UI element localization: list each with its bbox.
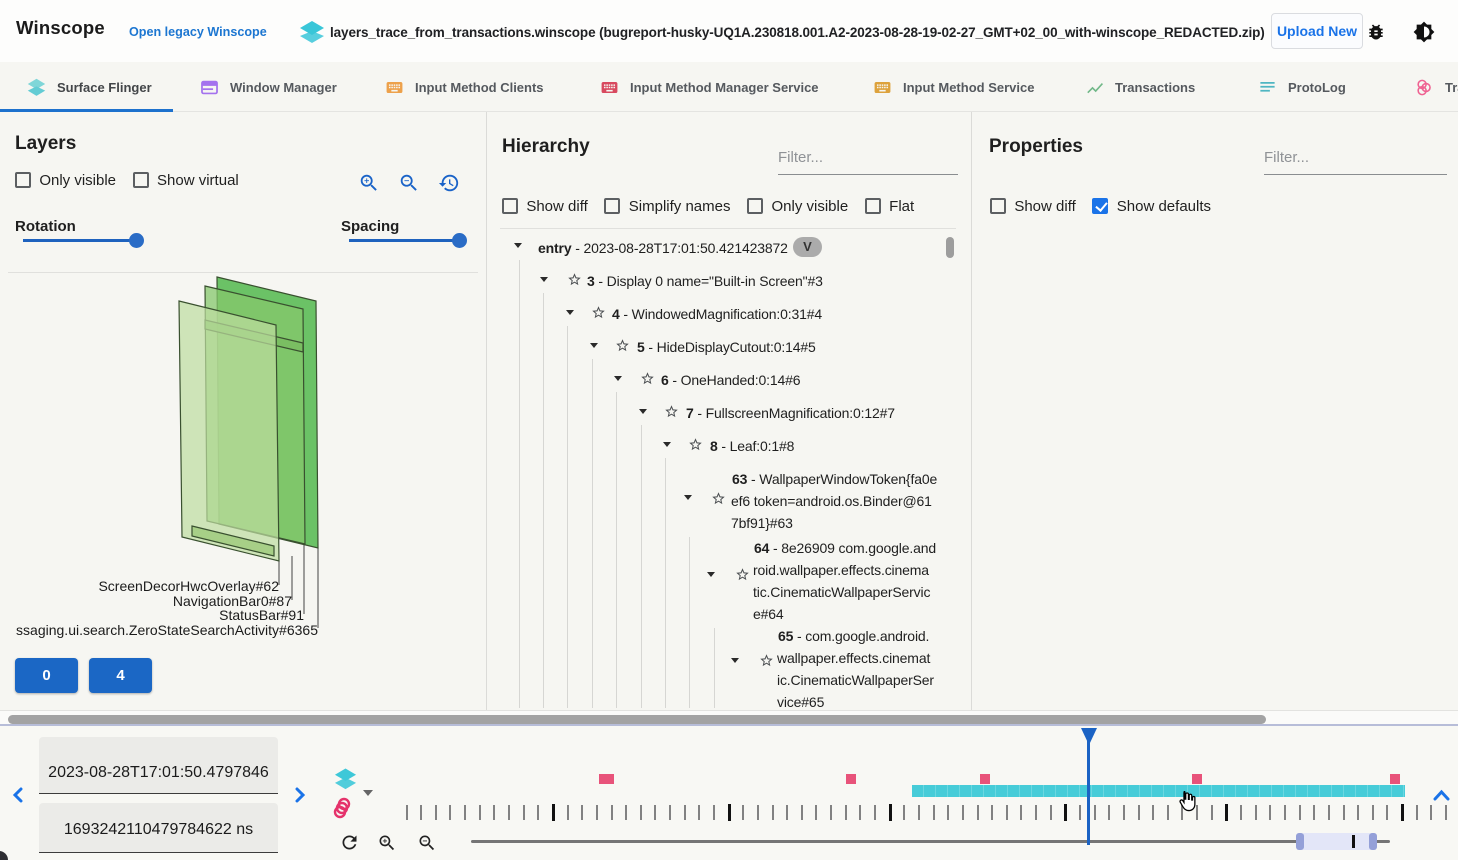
svg-text:StatusBar#91: StatusBar#91 [219,607,304,623]
svg-text:ssaging.ui.search.ZeroStateSea: ssaging.ui.search.ZeroStateSearchActivit… [16,622,318,638]
svg-text:NavigationBar0#87: NavigationBar0#87 [173,593,292,609]
svg-text:ScreenDecorHwcOverlay#62: ScreenDecorHwcOverlay#62 [98,578,279,594]
